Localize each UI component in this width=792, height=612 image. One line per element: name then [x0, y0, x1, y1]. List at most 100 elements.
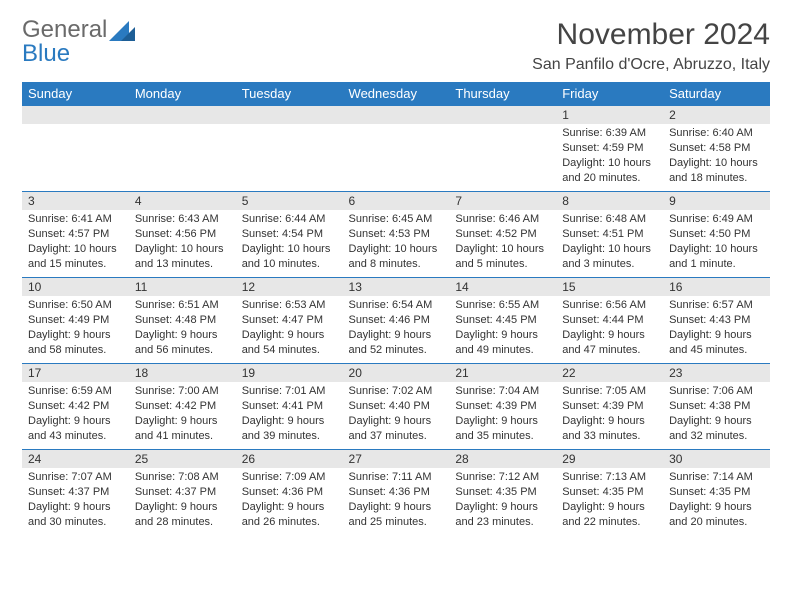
- daylight-line: Daylight: 9 hours and 23 minutes.: [455, 500, 550, 530]
- calendar-day-cell: [236, 106, 343, 192]
- day-content: Sunrise: 6:43 AMSunset: 4:56 PMDaylight:…: [129, 210, 236, 275]
- sunset-line: Sunset: 4:50 PM: [669, 227, 764, 242]
- sunrise-line: Sunrise: 7:13 AM: [562, 470, 657, 485]
- sunset-line: Sunset: 4:48 PM: [135, 313, 230, 328]
- calendar-day-cell: 10Sunrise: 6:50 AMSunset: 4:49 PMDayligh…: [22, 278, 129, 364]
- calendar-day-cell: 4Sunrise: 6:43 AMSunset: 4:56 PMDaylight…: [129, 192, 236, 278]
- sunset-line: Sunset: 4:49 PM: [28, 313, 123, 328]
- day-content: Sunrise: 6:51 AMSunset: 4:48 PMDaylight:…: [129, 296, 236, 361]
- daylight-line: Daylight: 10 hours and 13 minutes.: [135, 242, 230, 272]
- day-number: 11: [129, 278, 236, 296]
- day-number: [129, 106, 236, 124]
- daylight-line: Daylight: 9 hours and 22 minutes.: [562, 500, 657, 530]
- calendar-day-cell: [129, 106, 236, 192]
- day-content: Sunrise: 7:07 AMSunset: 4:37 PMDaylight:…: [22, 468, 129, 533]
- day-number: 9: [663, 192, 770, 210]
- day-content: Sunrise: 6:56 AMSunset: 4:44 PMDaylight:…: [556, 296, 663, 361]
- calendar-day-cell: [449, 106, 556, 192]
- weekday-header: Tuesday: [236, 82, 343, 106]
- sunset-line: Sunset: 4:44 PM: [562, 313, 657, 328]
- day-content: Sunrise: 6:54 AMSunset: 4:46 PMDaylight:…: [343, 296, 450, 361]
- calendar-day-cell: 30Sunrise: 7:14 AMSunset: 4:35 PMDayligh…: [663, 450, 770, 536]
- day-content: Sunrise: 7:02 AMSunset: 4:40 PMDaylight:…: [343, 382, 450, 447]
- calendar-table: SundayMondayTuesdayWednesdayThursdayFrid…: [22, 82, 770, 536]
- sunset-line: Sunset: 4:51 PM: [562, 227, 657, 242]
- day-number: 15: [556, 278, 663, 296]
- daylight-line: Daylight: 10 hours and 1 minute.: [669, 242, 764, 272]
- sunrise-line: Sunrise: 6:49 AM: [669, 212, 764, 227]
- daylight-line: Daylight: 10 hours and 15 minutes.: [28, 242, 123, 272]
- daylight-line: Daylight: 9 hours and 56 minutes.: [135, 328, 230, 358]
- calendar-day-cell: 7Sunrise: 6:46 AMSunset: 4:52 PMDaylight…: [449, 192, 556, 278]
- sunrise-line: Sunrise: 7:11 AM: [349, 470, 444, 485]
- sunset-line: Sunset: 4:41 PM: [242, 399, 337, 414]
- day-content: [343, 124, 450, 130]
- day-content: Sunrise: 6:44 AMSunset: 4:54 PMDaylight:…: [236, 210, 343, 275]
- calendar-day-cell: [343, 106, 450, 192]
- day-content: Sunrise: 7:06 AMSunset: 4:38 PMDaylight:…: [663, 382, 770, 447]
- sunset-line: Sunset: 4:52 PM: [455, 227, 550, 242]
- day-content: [449, 124, 556, 130]
- day-content: Sunrise: 7:14 AMSunset: 4:35 PMDaylight:…: [663, 468, 770, 533]
- calendar-day-cell: 21Sunrise: 7:04 AMSunset: 4:39 PMDayligh…: [449, 364, 556, 450]
- calendar-day-cell: 11Sunrise: 6:51 AMSunset: 4:48 PMDayligh…: [129, 278, 236, 364]
- day-number: 4: [129, 192, 236, 210]
- daylight-line: Daylight: 9 hours and 47 minutes.: [562, 328, 657, 358]
- sunset-line: Sunset: 4:46 PM: [349, 313, 444, 328]
- sunset-line: Sunset: 4:42 PM: [135, 399, 230, 414]
- day-number: [343, 106, 450, 124]
- sunset-line: Sunset: 4:38 PM: [669, 399, 764, 414]
- calendar-day-cell: 1Sunrise: 6:39 AMSunset: 4:59 PMDaylight…: [556, 106, 663, 192]
- calendar-day-cell: 9Sunrise: 6:49 AMSunset: 4:50 PMDaylight…: [663, 192, 770, 278]
- day-number: 6: [343, 192, 450, 210]
- day-number: 27: [343, 450, 450, 468]
- sunset-line: Sunset: 4:45 PM: [455, 313, 550, 328]
- daylight-line: Daylight: 9 hours and 49 minutes.: [455, 328, 550, 358]
- day-number: 24: [22, 450, 129, 468]
- calendar-day-cell: 6Sunrise: 6:45 AMSunset: 4:53 PMDaylight…: [343, 192, 450, 278]
- day-number: 3: [22, 192, 129, 210]
- day-number: 12: [236, 278, 343, 296]
- sunset-line: Sunset: 4:53 PM: [349, 227, 444, 242]
- day-content: Sunrise: 6:49 AMSunset: 4:50 PMDaylight:…: [663, 210, 770, 275]
- calendar-day-cell: 8Sunrise: 6:48 AMSunset: 4:51 PMDaylight…: [556, 192, 663, 278]
- day-number: 26: [236, 450, 343, 468]
- sunrise-line: Sunrise: 7:12 AM: [455, 470, 550, 485]
- location: San Panfilo d'Ocre, Abruzzo, Italy: [532, 56, 770, 74]
- day-number: 18: [129, 364, 236, 382]
- day-number: 19: [236, 364, 343, 382]
- sunrise-line: Sunrise: 6:54 AM: [349, 298, 444, 313]
- sunrise-line: Sunrise: 6:40 AM: [669, 126, 764, 141]
- calendar-week-row: 17Sunrise: 6:59 AMSunset: 4:42 PMDayligh…: [22, 364, 770, 450]
- daylight-line: Daylight: 10 hours and 20 minutes.: [562, 156, 657, 186]
- daylight-line: Daylight: 9 hours and 28 minutes.: [135, 500, 230, 530]
- daylight-line: Daylight: 9 hours and 52 minutes.: [349, 328, 444, 358]
- day-content: [22, 124, 129, 130]
- day-number: 22: [556, 364, 663, 382]
- sunrise-line: Sunrise: 6:45 AM: [349, 212, 444, 227]
- sunrise-line: Sunrise: 6:51 AM: [135, 298, 230, 313]
- daylight-line: Daylight: 9 hours and 20 minutes.: [669, 500, 764, 530]
- day-content: Sunrise: 6:53 AMSunset: 4:47 PMDaylight:…: [236, 296, 343, 361]
- logo-text-general: General: [22, 16, 107, 43]
- day-number: 25: [129, 450, 236, 468]
- weekday-header: Monday: [129, 82, 236, 106]
- sunset-line: Sunset: 4:47 PM: [242, 313, 337, 328]
- daylight-line: Daylight: 10 hours and 3 minutes.: [562, 242, 657, 272]
- day-number: 14: [449, 278, 556, 296]
- day-content: Sunrise: 7:01 AMSunset: 4:41 PMDaylight:…: [236, 382, 343, 447]
- title-block: November 2024 San Panfilo d'Ocre, Abruzz…: [532, 18, 770, 74]
- weekday-header: Wednesday: [343, 82, 450, 106]
- day-number: [22, 106, 129, 124]
- calendar-day-cell: 14Sunrise: 6:55 AMSunset: 4:45 PMDayligh…: [449, 278, 556, 364]
- sunrise-line: Sunrise: 6:39 AM: [562, 126, 657, 141]
- calendar-day-cell: 2Sunrise: 6:40 AMSunset: 4:58 PMDaylight…: [663, 106, 770, 192]
- sunset-line: Sunset: 4:56 PM: [135, 227, 230, 242]
- day-content: Sunrise: 7:09 AMSunset: 4:36 PMDaylight:…: [236, 468, 343, 533]
- calendar-day-cell: 5Sunrise: 6:44 AMSunset: 4:54 PMDaylight…: [236, 192, 343, 278]
- sunset-line: Sunset: 4:59 PM: [562, 141, 657, 156]
- sunrise-line: Sunrise: 6:46 AM: [455, 212, 550, 227]
- weekday-header: Thursday: [449, 82, 556, 106]
- month-title: November 2024: [532, 18, 770, 52]
- day-content: Sunrise: 6:48 AMSunset: 4:51 PMDaylight:…: [556, 210, 663, 275]
